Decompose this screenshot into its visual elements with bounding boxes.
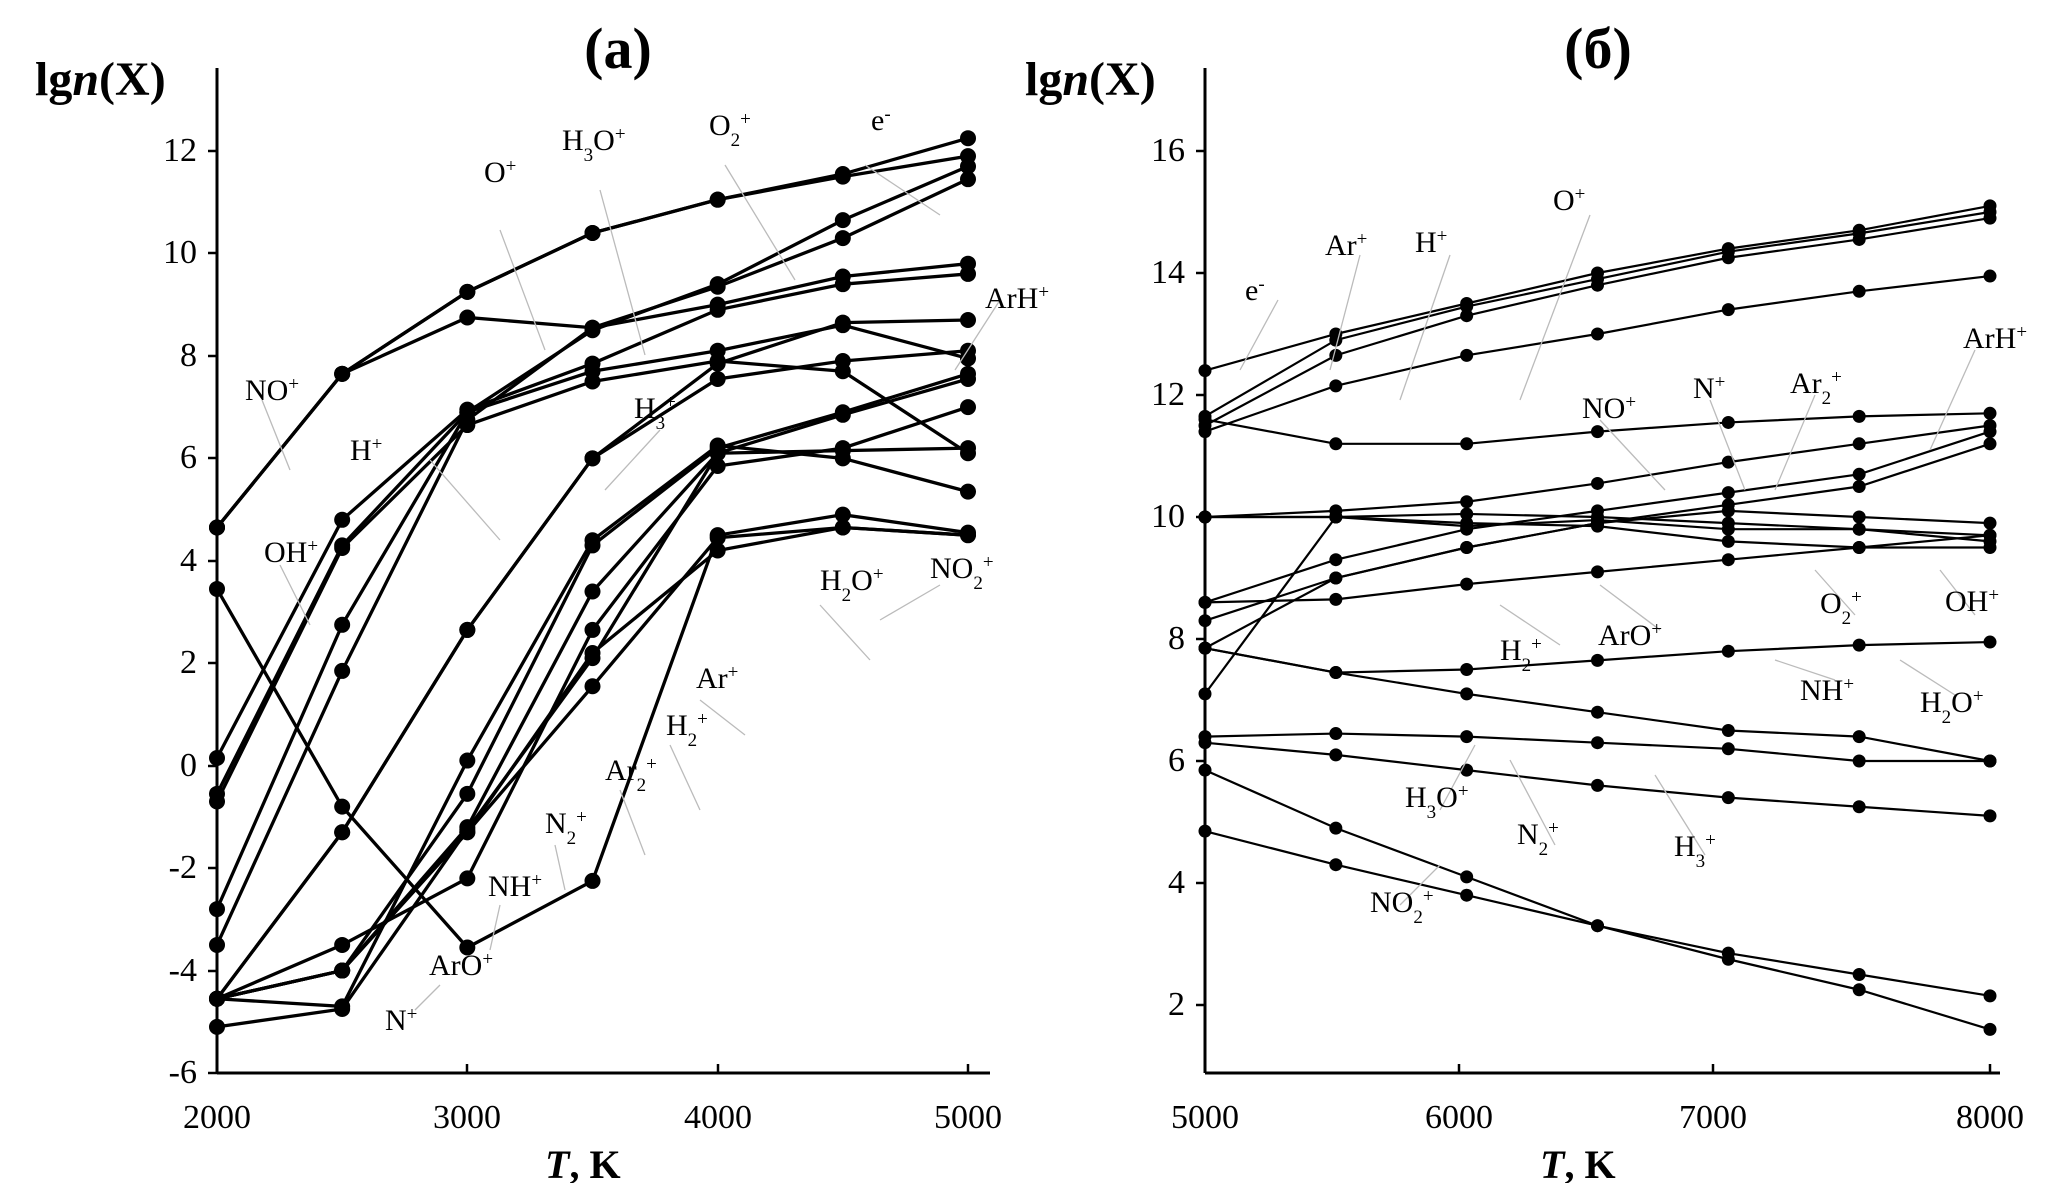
svg-text:6000: 6000 (1425, 1099, 1493, 1136)
svg-text:lgn(X): lgn(X) (35, 53, 166, 106)
svg-text:10: 10 (163, 234, 197, 271)
svg-text:-6: -6 (169, 1054, 197, 1091)
svg-text:0: 0 (180, 747, 197, 784)
svg-text:5000: 5000 (934, 1099, 1002, 1136)
svg-text:3000: 3000 (433, 1099, 501, 1136)
svg-text:6: 6 (180, 439, 197, 476)
svg-text:lgn(X): lgn(X) (1025, 53, 1156, 106)
svg-text:2: 2 (1168, 986, 1185, 1023)
svg-text:8: 8 (180, 337, 197, 374)
svg-text:2: 2 (180, 644, 197, 681)
svg-text:-2: -2 (169, 849, 197, 886)
svg-text:14: 14 (1151, 254, 1185, 291)
svg-text:12: 12 (163, 132, 197, 169)
svg-text:4000: 4000 (684, 1099, 752, 1136)
svg-text:2000: 2000 (183, 1099, 251, 1136)
svg-text:10: 10 (1151, 498, 1185, 535)
svg-text:(б): (б) (1564, 16, 1632, 81)
svg-text:8: 8 (1168, 620, 1185, 657)
svg-text:4: 4 (1168, 864, 1185, 901)
svg-text:4: 4 (180, 542, 197, 579)
svg-text:T, K: T, K (1540, 1142, 1616, 1183)
svg-text:5000: 5000 (1171, 1099, 1239, 1136)
svg-text:-4: -4 (169, 952, 197, 989)
svg-text:12: 12 (1151, 376, 1185, 413)
svg-text:8000: 8000 (1956, 1099, 2024, 1136)
svg-text:6: 6 (1168, 742, 1185, 779)
svg-text:T, K: T, K (545, 1142, 621, 1183)
svg-text:(a): (a) (584, 16, 652, 81)
svg-text:16: 16 (1151, 132, 1185, 169)
svg-text:7000: 7000 (1679, 1099, 1747, 1136)
